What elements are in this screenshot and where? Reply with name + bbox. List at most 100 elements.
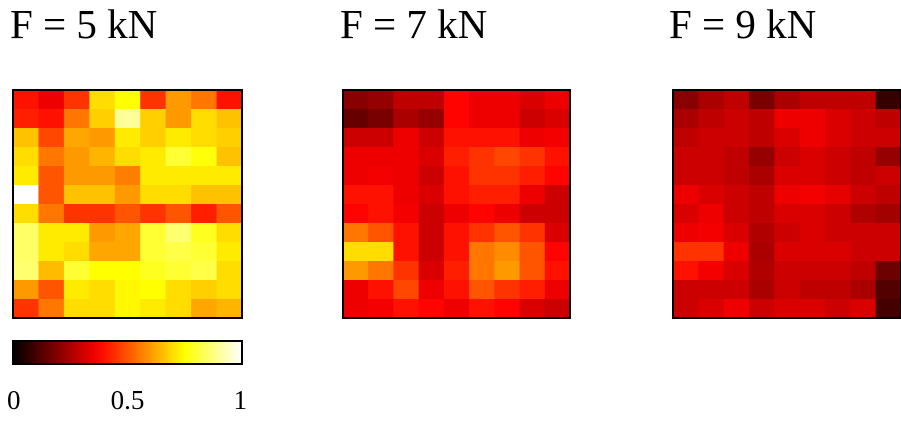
heatmap-cell [544, 223, 571, 243]
heatmap-cell [418, 299, 445, 319]
heatmap-cell [38, 147, 65, 167]
heatmap-cell [825, 128, 851, 148]
heatmap-cell [774, 261, 801, 281]
heatmap-cell [875, 128, 901, 148]
heatmap-cell [825, 147, 851, 167]
heatmap-cell [519, 185, 546, 205]
panel-title: F = 9 kN [669, 1, 816, 47]
heatmap-cell [494, 90, 520, 110]
heatmap-cell [519, 280, 546, 300]
heatmap-cell [469, 185, 495, 205]
heatmap-cell [494, 280, 520, 300]
heatmap-cell [165, 299, 192, 319]
heatmap-cell [165, 185, 192, 205]
heatmap-cell [13, 90, 39, 110]
heatmap-cell [89, 109, 116, 129]
heatmap-cell [723, 185, 750, 205]
heatmap-cell [749, 166, 775, 186]
heatmap-cell [140, 261, 167, 281]
heatmap-cell [850, 147, 877, 167]
heatmap-cell [544, 147, 571, 167]
heatmap-cell [165, 147, 192, 167]
heatmap-cell [140, 185, 167, 205]
heatmap-cell [494, 204, 520, 224]
heatmap-panel: F = 7 kN [340, 1, 571, 319]
heatmap-cell [140, 147, 167, 167]
heatmap-cell [393, 204, 420, 224]
heatmap-cell [673, 242, 699, 262]
heatmap-cell [698, 166, 725, 186]
heatmap-cell [875, 109, 901, 129]
heatmap-cell [544, 261, 571, 281]
heatmap-cell [140, 128, 167, 148]
heatmap-cell [749, 90, 775, 110]
heatmap-cell [89, 261, 116, 281]
heatmap-cell [165, 128, 192, 148]
heatmap-cell [799, 204, 826, 224]
panel-frame [12, 89, 243, 319]
heatmap-cell [13, 147, 39, 167]
heatmap-cell [698, 147, 725, 167]
heatmap-cell [443, 128, 470, 148]
heatmap-cell [673, 185, 699, 205]
heatmap-cell [191, 242, 217, 262]
heatmap-cell [443, 90, 470, 110]
heatmap-cell [850, 185, 877, 205]
heatmap-cell [38, 166, 65, 186]
heatmap-cell [825, 242, 851, 262]
heatmap-cell [393, 223, 420, 243]
heatmap-cell [114, 128, 141, 148]
heatmap-cell [519, 90, 546, 110]
heatmap-cell [469, 128, 495, 148]
heatmap-cell [63, 223, 90, 243]
heatmap-cell [723, 242, 750, 262]
heatmap-cell [875, 90, 901, 110]
heatmap-cell [38, 261, 65, 281]
heatmap-cell [343, 147, 369, 167]
heatmap-cell [368, 242, 394, 262]
heatmap-cell [825, 185, 851, 205]
heatmap-cell [38, 90, 65, 110]
heatmap-cell [191, 109, 217, 129]
heatmap-cell [393, 280, 420, 300]
heatmap-cell [749, 109, 775, 129]
heatmap-cell [469, 299, 495, 319]
heatmap-cell [393, 147, 420, 167]
heatmap-cell [850, 109, 877, 129]
heatmap-cell [216, 242, 243, 262]
panel-frame [342, 89, 571, 319]
heatmap-cell [698, 128, 725, 148]
colorbar-gradient [12, 340, 243, 365]
heatmap-cell [89, 166, 116, 186]
heatmap-cell [749, 147, 775, 167]
heatmap-cell [519, 242, 546, 262]
heatmap-cell [544, 90, 571, 110]
heatmap-cell [673, 166, 699, 186]
heatmap-cell [418, 242, 445, 262]
heatmap-cell [698, 204, 725, 224]
heatmap-cell [519, 261, 546, 281]
heatmap-cell [343, 185, 369, 205]
heatmap-cell [875, 166, 901, 186]
heatmap-cell [774, 90, 801, 110]
heatmap-cell [63, 109, 90, 129]
heatmap-cell [63, 299, 90, 319]
heatmap-cell [774, 204, 801, 224]
heatmap-cell [673, 90, 699, 110]
heatmap-cell [825, 299, 851, 319]
heatmap-cell [140, 204, 167, 224]
heatmap-panel: F = 9 kN [669, 1, 901, 319]
heatmap-cell [165, 280, 192, 300]
heatmap-cell [368, 223, 394, 243]
heatmap-cell [774, 147, 801, 167]
heatmap-cell [494, 109, 520, 129]
heatmap-cell [191, 185, 217, 205]
heatmap-cell [140, 90, 167, 110]
heatmap-cell [38, 280, 65, 300]
heatmap-cell [368, 261, 394, 281]
heatmap-cell [723, 223, 750, 243]
heatmap-cell [749, 242, 775, 262]
heatmap-cell [544, 280, 571, 300]
heatmap-cell [698, 90, 725, 110]
heatmap-cell [165, 90, 192, 110]
